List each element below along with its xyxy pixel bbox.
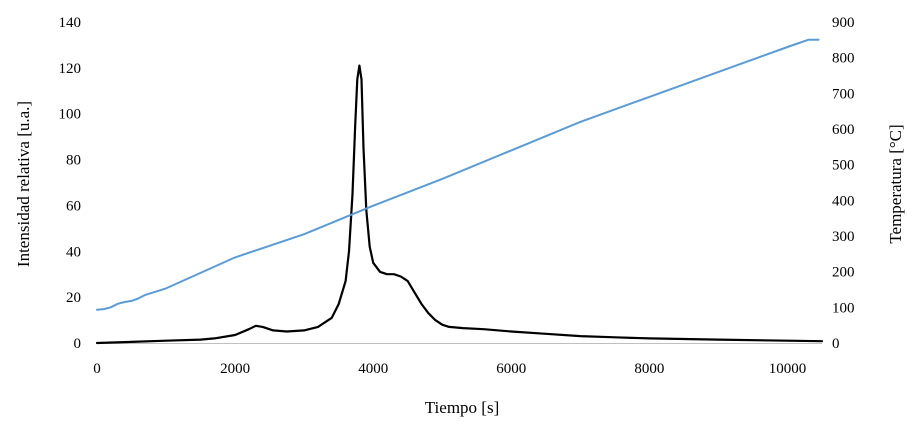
y-tick-label: 120 — [59, 61, 82, 77]
y-tick-label: 40 — [66, 244, 81, 260]
y-tick-label: 100 — [59, 107, 82, 123]
y-tick-label: 0 — [74, 336, 82, 352]
y2-tick-label: 200 — [832, 265, 855, 281]
x-tick-label: 0 — [93, 361, 101, 377]
y-tick-label: 80 — [66, 153, 81, 169]
x-axis-title: Tiempo [s] — [425, 398, 499, 417]
y2-axis-title: Temperatura [°C] — [886, 124, 905, 243]
y-axis-title: Intensidad relativa [u.a.] — [14, 101, 33, 267]
y-tick-label: 20 — [66, 290, 81, 306]
y2-tick-label: 900 — [832, 15, 855, 31]
y2-tick-label: 600 — [832, 122, 855, 138]
y2-tick-label: 300 — [832, 229, 855, 245]
intensity-series-line — [95, 64, 824, 345]
series-layer — [95, 38, 824, 345]
temperature-series-line — [96, 38, 820, 311]
y2-tick-label: 700 — [832, 86, 855, 102]
y-ticks: 0 20 40 60 80 100 120 140 — [59, 15, 82, 352]
x-tick-label: 6000 — [496, 361, 526, 377]
x-tick-label: 8000 — [634, 361, 664, 377]
y-tick-label: 140 — [59, 15, 82, 31]
y2-tick-label: 500 — [832, 158, 855, 174]
plot-area: 0 2000 4000 6000 8000 10000 02040608010012014… — [59, 15, 855, 377]
x-tick-label: 4000 — [358, 361, 388, 377]
y2-ticks: 0 100 200 300 400 500 600 700 800 900 — [832, 15, 855, 352]
x-tick-label: 2000 — [220, 361, 250, 377]
x-tick-label: 10000 — [769, 361, 807, 377]
y2-tick-label: 0 — [832, 336, 840, 352]
y-tick-label: 60 — [66, 198, 81, 214]
y2-tick-label: 100 — [832, 300, 855, 316]
y2-tick-label: 400 — [832, 193, 855, 209]
y2-tick-label: 800 — [832, 51, 855, 67]
x-ticks: 0 2000 4000 6000 8000 10000 — [93, 361, 806, 377]
